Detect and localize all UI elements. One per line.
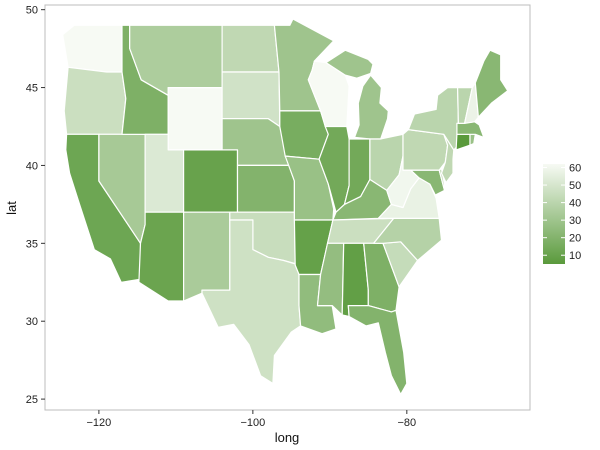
state-colorado: [183, 149, 239, 213]
x-axis-title: long: [275, 430, 300, 445]
legend-tick-label: 40: [569, 198, 581, 210]
legend-ticks: 10 20 30 40 50 60: [543, 163, 581, 262]
state-wyoming: [167, 86, 223, 151]
legend-tick-label: 50: [569, 180, 581, 192]
state-kansas: [236, 164, 295, 213]
state-pennsylvania: [402, 129, 449, 171]
y-tick-label: 35: [26, 238, 38, 250]
legend-tick-label: 20: [569, 233, 581, 245]
state-texas: [201, 219, 302, 385]
y-tick-label: 40: [26, 160, 38, 172]
legend-tick-label: 60: [569, 163, 581, 175]
states-layer: [62, 18, 509, 395]
state-oregon: [63, 66, 127, 135]
state-iowa: [279, 110, 329, 160]
x-axis: −120 −100 −80: [86, 410, 416, 429]
x-tick-label: −80: [397, 417, 416, 429]
state-north-dakota: [221, 24, 280, 73]
legend-colorbar: [543, 164, 565, 264]
state-michigan-up: [325, 49, 374, 79]
state-florida: [347, 305, 408, 395]
y-axis-title: lat: [4, 201, 19, 215]
y-tick-label: 50: [26, 5, 38, 17]
y-tick-label: 30: [26, 316, 38, 328]
state-new-mexico: [183, 211, 231, 302]
legend-tick-label: 10: [569, 250, 581, 262]
x-tick-label: −120: [86, 417, 111, 429]
color-legend: 10 20 30 40 50 60: [543, 163, 581, 264]
state-washington: [62, 24, 123, 73]
state-maine: [474, 49, 509, 118]
x-tick-label: −100: [240, 417, 265, 429]
state-new-jersey: [440, 133, 455, 184]
legend-tick-label: 30: [569, 215, 581, 227]
y-axis: 25 30 35 40 45 50: [26, 5, 45, 406]
y-tick-label: 45: [26, 83, 38, 95]
y-tick-label: 25: [26, 394, 38, 406]
